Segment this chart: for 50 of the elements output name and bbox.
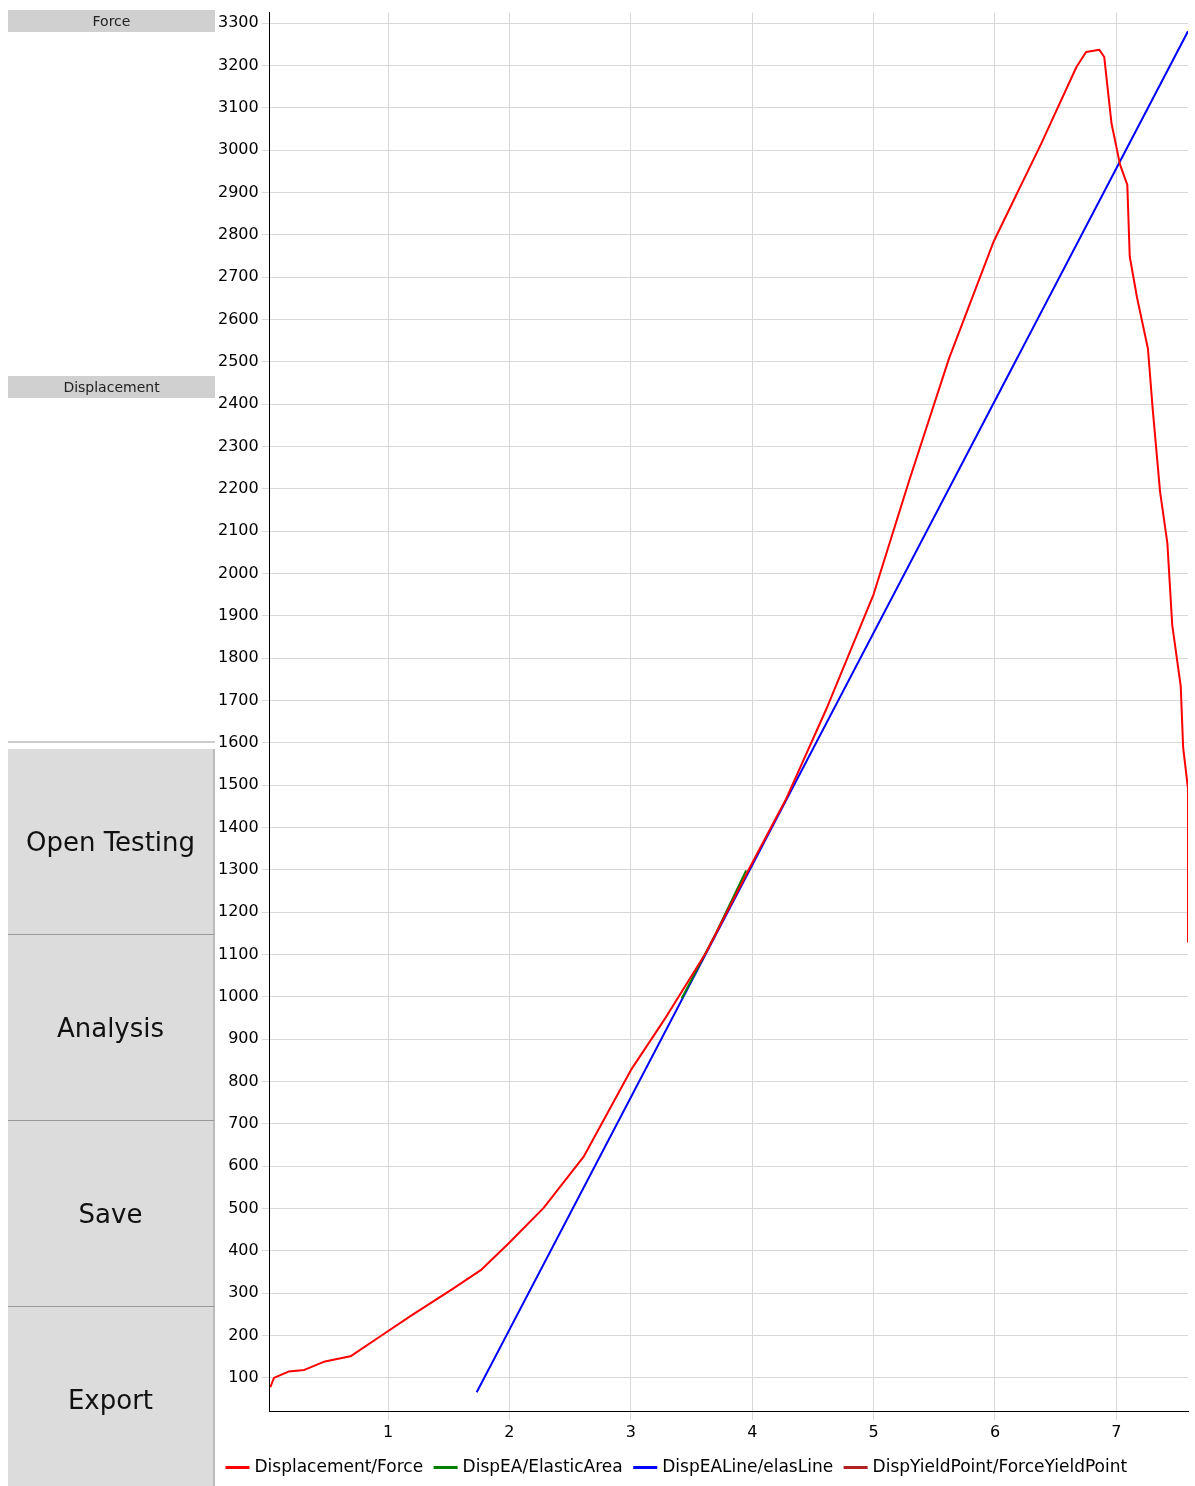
y-tick-label: 1800 xyxy=(218,647,259,667)
y-tick-label: 2500 xyxy=(218,351,259,371)
y-tick-label: 2900 xyxy=(218,181,259,201)
y-tick-label: 1500 xyxy=(218,774,259,794)
y-tick-label: 3300 xyxy=(218,12,259,32)
text: Open Testing xyxy=(8,749,215,935)
x-tick-label: 3 xyxy=(625,1421,636,1441)
y-tick-label: 1400 xyxy=(218,816,259,836)
y-tick-label: 2200 xyxy=(218,478,259,498)
y-tick-label: 2600 xyxy=(218,308,259,328)
legend-label: DispEA/ElasticArea xyxy=(462,1455,623,1476)
text: Displacement xyxy=(8,376,215,398)
text: Force xyxy=(8,10,215,32)
text: Export xyxy=(8,1307,215,1486)
x-tick-label: 2 xyxy=(504,1421,515,1441)
y-tick-label: 3000 xyxy=(218,139,259,159)
y-tick-label: 2400 xyxy=(218,393,259,413)
y-tick-label: 500 xyxy=(228,1197,259,1217)
y-tick-label: 900 xyxy=(228,1028,259,1048)
y-tick-label: 3100 xyxy=(218,97,259,117)
y-tick-label: 400 xyxy=(228,1240,259,1260)
y-tick-label: 2300 xyxy=(218,435,259,455)
legend-label: DispEALine/elasLine xyxy=(662,1455,834,1476)
y-tick-label: 1200 xyxy=(218,901,259,921)
text: Analysis xyxy=(8,935,215,1121)
x-tick-label: 7 xyxy=(1111,1421,1122,1441)
y-tick-label: 1900 xyxy=(218,605,259,625)
y-tick-label: 700 xyxy=(228,1113,259,1133)
y-tick-label: 2700 xyxy=(218,266,259,286)
y-tick-label: 1600 xyxy=(218,732,259,752)
y-tick-label: 200 xyxy=(228,1324,259,1344)
legend-label: DispYieldPoint/ForceYieldPoint xyxy=(872,1455,1128,1476)
y-tick-label: 800 xyxy=(228,1070,259,1090)
y-tick-label: 100 xyxy=(228,1367,259,1387)
x-tick-label: 6 xyxy=(989,1421,1001,1441)
y-tick-label: 600 xyxy=(228,1155,259,1175)
y-tick-label: 2100 xyxy=(218,520,259,540)
y-tick-label: 2000 xyxy=(218,562,259,582)
text: Save xyxy=(8,1121,215,1307)
x-tick-label: 5 xyxy=(868,1421,879,1441)
y-tick-label: 1700 xyxy=(218,689,259,709)
y-tick-label: 1000 xyxy=(218,986,259,1006)
y-tick-label: 2800 xyxy=(218,224,259,244)
x-tick-label: 1 xyxy=(382,1421,394,1441)
y-tick-label: 3200 xyxy=(218,54,259,74)
x-tick-label: 4 xyxy=(747,1421,758,1441)
y-tick-label: 1300 xyxy=(218,859,259,879)
legend-label: Displacement/Force xyxy=(254,1455,424,1476)
y-tick-label: 1100 xyxy=(218,943,259,963)
y-tick-label: 300 xyxy=(228,1282,259,1302)
